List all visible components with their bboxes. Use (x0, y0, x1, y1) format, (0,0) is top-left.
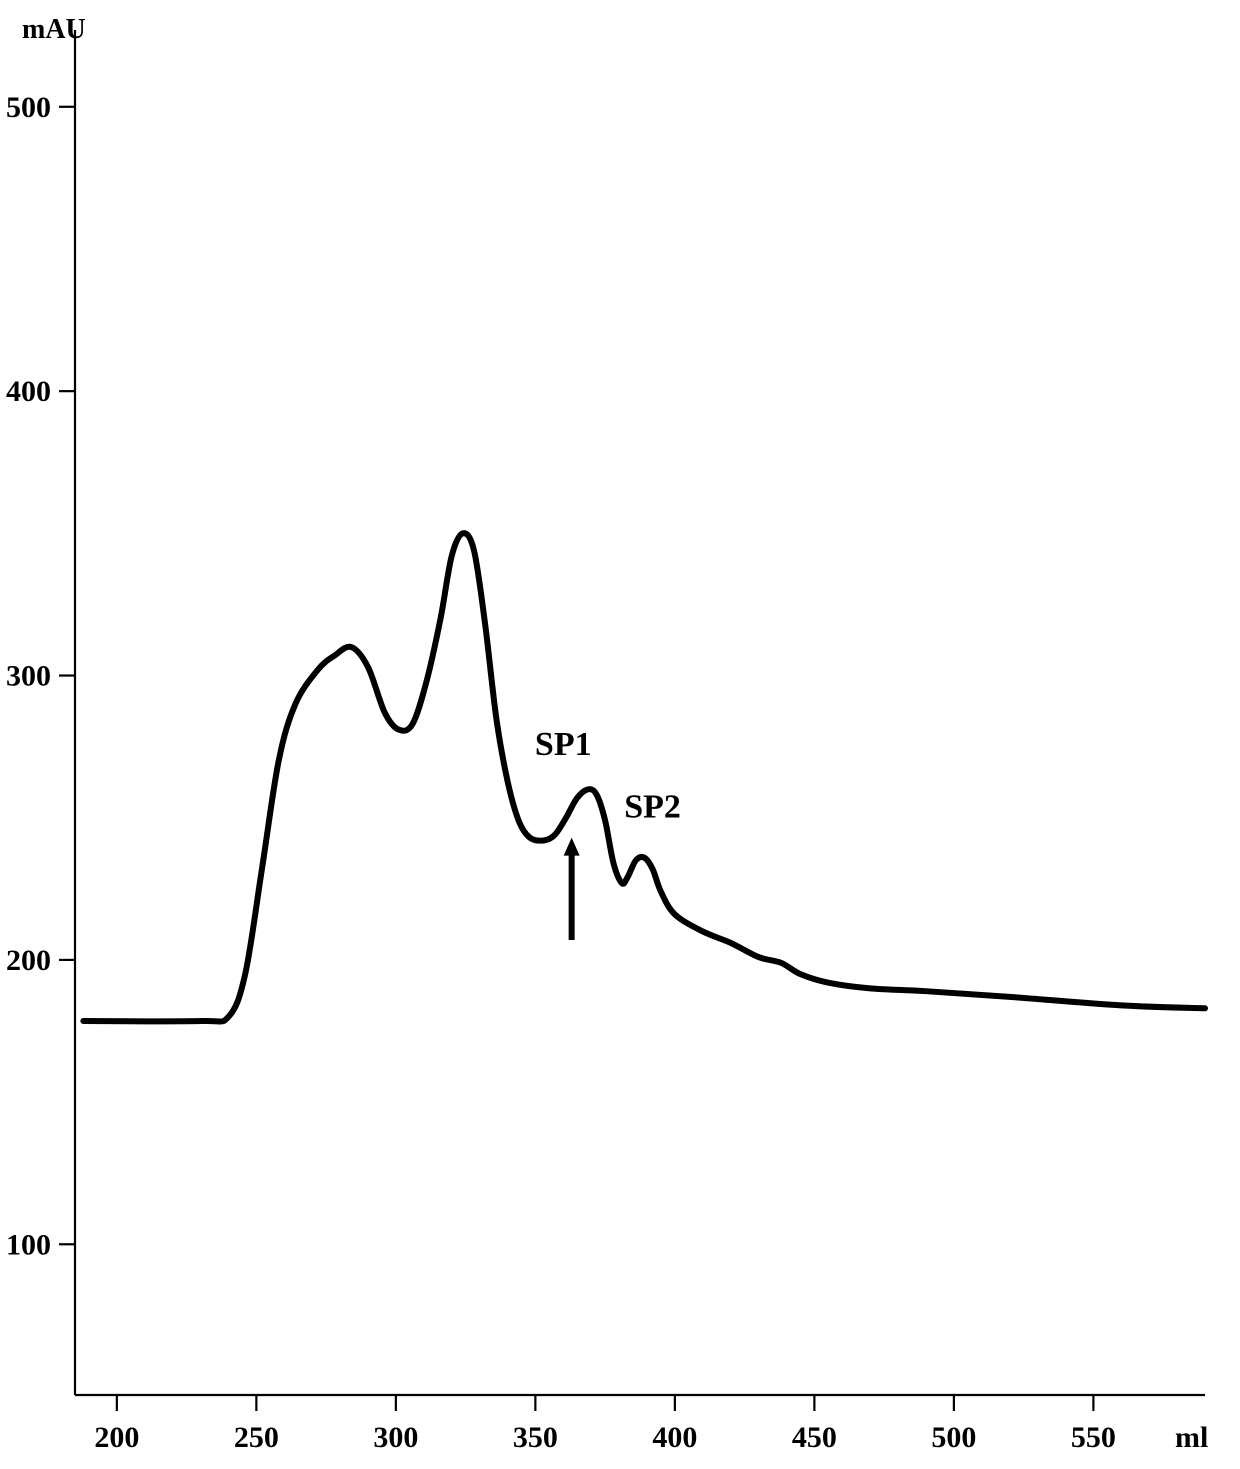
x-tick-label: 450 (792, 1421, 837, 1454)
x-tick-label: 300 (373, 1421, 418, 1454)
x-tick-label: 250 (234, 1421, 279, 1454)
x-tick-label: 400 (652, 1421, 697, 1454)
y-tick-label: 400 (6, 375, 51, 408)
y-tick-label: 300 (6, 660, 51, 693)
y-tick-label: 200 (6, 944, 51, 977)
x-tick-label: 350 (513, 1421, 558, 1454)
plot-background (0, 0, 1240, 1469)
chart-svg: 200 250 300 350 400 450 500 550 100 200 300 400 500 m… (0, 0, 1240, 1469)
y-tick-label: 500 (6, 91, 51, 124)
y-tick-label: 100 (6, 1228, 51, 1261)
x-tick-label: 550 (1071, 1421, 1116, 1454)
x-tick-label: 200 (94, 1421, 139, 1454)
y-axis-label: mAU (22, 14, 86, 45)
annotation-sp1: SP1 (535, 726, 592, 763)
chromatogram-chart: 200 250 300 350 400 450 500 550 100 200 300 400 500 m… (0, 0, 1240, 1469)
x-axis-label: ml (1175, 1421, 1208, 1454)
x-tick-label: 500 (931, 1421, 976, 1454)
annotation-sp2: SP2 (624, 789, 681, 826)
